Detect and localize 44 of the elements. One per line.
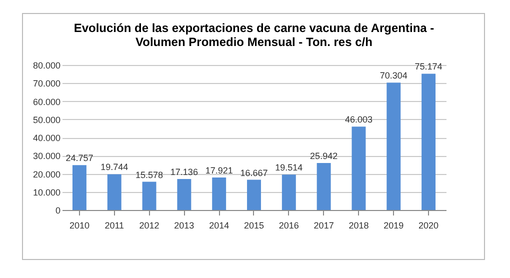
x-tick-label: 2016 — [278, 220, 299, 230]
y-tick-label: 50.000 — [32, 114, 60, 125]
data-label: 19.514 — [275, 162, 303, 173]
x-tick-label: 2015 — [244, 220, 264, 230]
text: Volumen Promedio Mensual - Ton. res c/h — [136, 35, 372, 49]
data-label: 15.578 — [136, 170, 164, 180]
y-tick-label: 0 — [55, 206, 60, 216]
bar — [212, 178, 226, 210]
bar — [247, 180, 261, 210]
x-tick-label: 2019 — [384, 220, 404, 230]
x-tick-label: 2014 — [209, 220, 230, 230]
data-label: 70.304 — [380, 70, 408, 81]
x-tick-label: 2020 — [418, 220, 439, 230]
x-tick-label: 2018 — [348, 220, 369, 230]
x-tick-label: 2010 — [69, 220, 90, 230]
bar — [316, 162, 331, 210]
y-tick-label: 40.000 — [32, 133, 60, 143]
x-tick-label: 2017 — [314, 220, 334, 230]
data-label: 19.744 — [100, 162, 128, 172]
data-label: 25.942 — [310, 150, 338, 161]
y-tick-label: 70.000 — [32, 78, 60, 89]
data-label: 24.757 — [66, 153, 94, 164]
bar — [142, 182, 156, 210]
data-label: 16.667 — [240, 168, 268, 178]
data-label: 17.136 — [170, 166, 198, 177]
x-tick-label: 2013 — [174, 220, 194, 230]
bar — [72, 165, 86, 210]
y-tick-label: 10.000 — [32, 187, 60, 198]
y-tick-label: 80.000 — [32, 60, 60, 70]
bar — [352, 126, 366, 210]
bar — [422, 74, 436, 210]
data-label: 17.921 — [205, 166, 233, 176]
data-label: 46.003 — [344, 114, 372, 125]
bar — [107, 174, 122, 210]
y-tick-label: 30.000 — [32, 151, 60, 162]
bar — [177, 178, 192, 210]
y-tick-label: 60.000 — [32, 96, 60, 107]
x-tick-label: 2011 — [104, 220, 124, 230]
data-label: 75.174 — [414, 62, 442, 72]
text: Evolución de las exportaciones de carne vacuna de Argentina - — [74, 21, 434, 35]
y-tick-label: 20.000 — [32, 169, 60, 180]
bar — [282, 174, 296, 210]
x-tick-label: 2012 — [139, 220, 160, 230]
bar — [386, 82, 401, 210]
